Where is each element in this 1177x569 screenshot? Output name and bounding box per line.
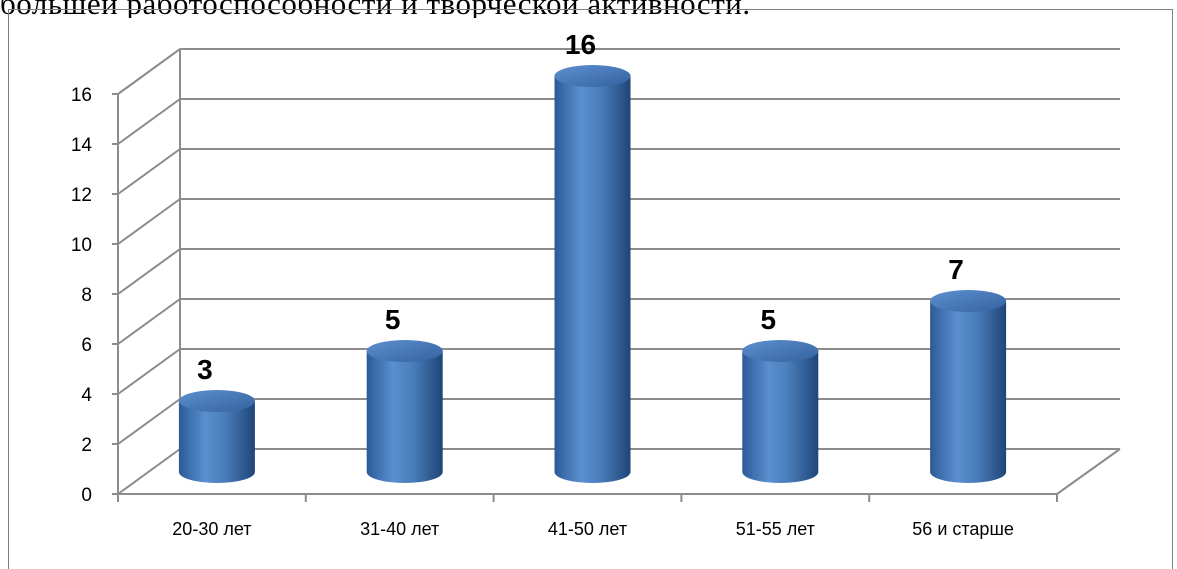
y-tick-label: 10 bbox=[71, 235, 92, 256]
gridline-diagonal bbox=[117, 48, 181, 95]
data-label: 3 bbox=[197, 354, 213, 385]
gridline-diagonal bbox=[117, 148, 181, 195]
bar-body bbox=[178, 401, 255, 483]
chart-frame bbox=[8, 9, 1173, 569]
y-tick-label: 14 bbox=[71, 135, 93, 156]
data-label: 16 bbox=[565, 29, 596, 60]
y-tick-label: 12 bbox=[71, 185, 92, 206]
bar-body bbox=[366, 351, 443, 483]
axis-layer: 0 2 4 6 8 10 12 14 16 20-30 лет 31-40 лет 41-50 лет… bbox=[71, 85, 1058, 539]
bar-cylinder bbox=[366, 340, 443, 483]
y-tick-label: 0 bbox=[81, 485, 92, 506]
gridline-diagonal bbox=[117, 398, 181, 445]
bar-top bbox=[742, 340, 819, 362]
data-label: 7 bbox=[948, 254, 964, 285]
y-tick-label: 4 bbox=[81, 385, 92, 406]
y-tick-label: 8 bbox=[81, 285, 92, 306]
y-tick-label: 6 bbox=[81, 335, 92, 356]
gridline-diagonal bbox=[117, 248, 181, 295]
bar-cylinder bbox=[178, 390, 255, 483]
gridline-diagonal bbox=[117, 348, 181, 395]
bar-body bbox=[742, 351, 819, 483]
bar-cylinder bbox=[554, 65, 631, 483]
gridline-diagonal bbox=[117, 98, 181, 145]
data-label: 5 bbox=[385, 304, 401, 335]
x-category-label: 20-30 лет bbox=[172, 519, 251, 539]
x-category-label: 51-55 лет bbox=[736, 519, 815, 539]
bar-body bbox=[930, 301, 1007, 483]
gridline-diagonal bbox=[117, 198, 181, 245]
x-category-label: 31-40 лет bbox=[360, 519, 439, 539]
gridline-diagonal bbox=[117, 448, 181, 495]
bar-top bbox=[178, 390, 255, 412]
bar-cylinder bbox=[930, 290, 1007, 483]
bar-layer bbox=[178, 65, 1007, 483]
floor-right-edge bbox=[1056, 448, 1121, 495]
label-layer: 3 5 16 5 7 bbox=[197, 29, 964, 385]
bar-top bbox=[554, 65, 631, 87]
y-tick-label: 2 bbox=[81, 435, 92, 456]
bar-top bbox=[366, 340, 443, 362]
data-label: 5 bbox=[761, 304, 777, 335]
y-tick-label: 16 bbox=[71, 85, 92, 106]
bar-top bbox=[930, 290, 1007, 312]
bar-body bbox=[554, 76, 631, 483]
gridline-diagonal bbox=[117, 298, 181, 345]
bar-cylinder bbox=[742, 340, 819, 483]
x-category-label: 56 и старше bbox=[912, 519, 1014, 539]
x-category-label: 41-50 лет bbox=[548, 519, 627, 539]
